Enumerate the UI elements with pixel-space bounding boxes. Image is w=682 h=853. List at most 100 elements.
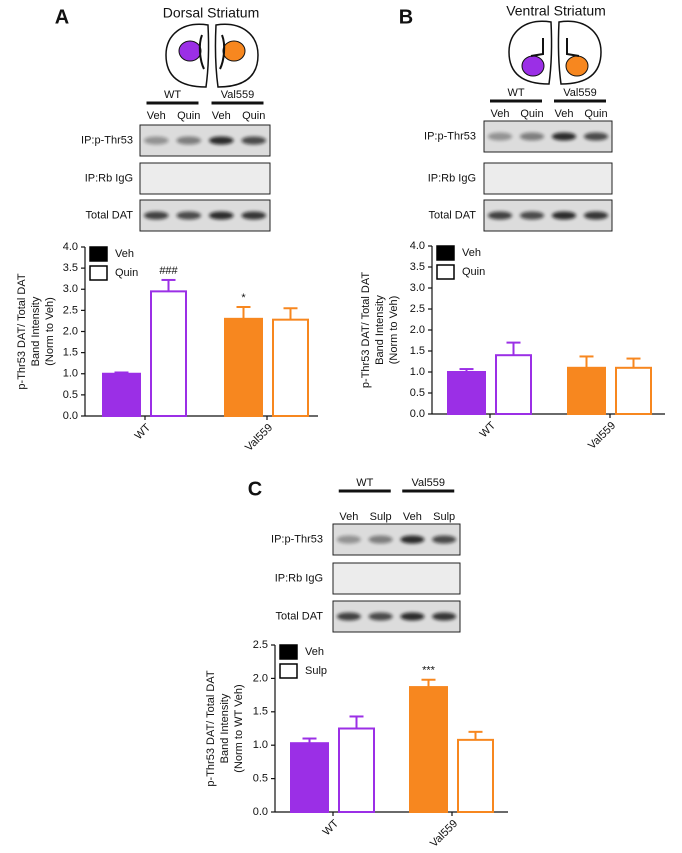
legend-label: Veh xyxy=(115,248,134,260)
blot-row-label: IP:Rb IgG xyxy=(428,172,476,184)
y-tick-label: 1.5 xyxy=(410,345,425,357)
significance-label: * xyxy=(241,292,246,304)
blot-row-label: IP:Rb IgG xyxy=(85,172,133,184)
band xyxy=(143,136,169,145)
blot-group-label: WT xyxy=(356,477,373,489)
y-tick-label: 1.0 xyxy=(63,368,78,380)
legend-label: Veh xyxy=(305,646,324,658)
band xyxy=(432,535,457,544)
blot-row-label: IP:Rb IgG xyxy=(275,572,323,584)
blot-group-label: WT xyxy=(507,87,524,99)
y-axis-label: Band Intensity xyxy=(30,296,42,366)
x-tick-label: Val559 xyxy=(586,420,618,452)
y-tick-label: 3.0 xyxy=(63,283,78,295)
y-tick-label: 4.0 xyxy=(63,241,78,253)
ventricle xyxy=(198,34,226,70)
bar xyxy=(447,371,486,415)
panel-label: C xyxy=(248,478,262,500)
x-tick-label: Val559 xyxy=(243,422,275,454)
band xyxy=(519,132,545,141)
band xyxy=(208,211,234,220)
lane-label: Veh xyxy=(212,110,231,122)
y-tick-label: 0.0 xyxy=(63,410,78,422)
legend-label: Quin xyxy=(115,267,138,279)
y-tick-label: 1.5 xyxy=(253,706,268,718)
y-tick-label: 2.0 xyxy=(63,325,78,337)
bar xyxy=(495,354,532,416)
blot-row-label: Total DAT xyxy=(276,610,324,622)
x-tick-label: WT xyxy=(478,419,499,440)
bar xyxy=(150,290,187,417)
blot-row-label: IP:p-Thr53 xyxy=(424,130,476,142)
y-axis-label: Band Intensity xyxy=(374,295,386,365)
y-tick-label: 1.0 xyxy=(410,366,425,378)
band xyxy=(583,132,609,141)
legend-label: Sulp xyxy=(305,665,327,677)
lane-label: Veh xyxy=(403,511,422,523)
y-tick-label: 2.0 xyxy=(410,324,425,336)
blot-row-label: IP:p-Thr53 xyxy=(81,134,133,146)
band xyxy=(551,211,577,220)
blot xyxy=(483,162,613,195)
bar xyxy=(290,742,329,813)
significance-label: ### xyxy=(159,265,178,277)
band xyxy=(336,612,361,621)
lane-label: Veh xyxy=(491,108,510,120)
y-axis-label: (Norm to Veh) xyxy=(44,297,56,365)
y-tick-label: 2.5 xyxy=(253,639,268,651)
y-axis-label: Band Intensity xyxy=(219,693,231,763)
y-tick-label: 2.5 xyxy=(410,303,425,315)
band xyxy=(176,211,202,220)
x-tick-label: Val559 xyxy=(428,818,460,850)
blot-row-label: Total DAT xyxy=(86,209,134,221)
bar xyxy=(272,318,309,418)
band xyxy=(519,211,545,220)
x-tick-label: WT xyxy=(321,817,342,838)
region xyxy=(565,55,589,77)
brain-schematic xyxy=(508,20,602,85)
y-tick-label: 1.0 xyxy=(253,739,268,751)
band xyxy=(143,211,169,220)
bar xyxy=(457,738,494,814)
y-tick-label: 0.5 xyxy=(63,389,78,401)
legend-label: Veh xyxy=(462,247,481,259)
band xyxy=(336,535,361,544)
y-tick-label: 0.0 xyxy=(253,806,268,818)
blot-group-label: Val559 xyxy=(563,87,596,99)
y-axis-label: (Norm to Veh) xyxy=(388,296,400,364)
brain-schematic xyxy=(165,23,259,88)
lane-label: Quin xyxy=(584,108,607,120)
bar xyxy=(409,686,448,813)
panel-label: B xyxy=(399,6,413,28)
y-tick-label: 1.5 xyxy=(63,347,78,359)
band xyxy=(487,132,513,141)
band xyxy=(400,535,425,544)
legend-swatch xyxy=(89,246,108,262)
band xyxy=(551,132,577,141)
legend-swatch xyxy=(436,245,455,261)
panel-title: Dorsal Striatum xyxy=(163,5,259,21)
bar xyxy=(567,366,606,415)
lane-label: Veh xyxy=(555,108,574,120)
ventricle xyxy=(530,38,580,57)
y-axis-label: p-Thr53 DAT/ Total DAT xyxy=(16,273,28,389)
lane-label: Quin xyxy=(242,110,265,122)
legend-swatch xyxy=(436,264,455,280)
lane-label: Sulp xyxy=(433,511,455,523)
region xyxy=(521,55,545,77)
y-tick-label: 2.5 xyxy=(63,304,78,316)
blot-row-label: Total DAT xyxy=(429,209,477,221)
y-axis-label: p-Thr53 DAT/ Total DAT xyxy=(205,670,217,786)
band xyxy=(368,612,393,621)
band xyxy=(432,612,457,621)
region xyxy=(222,40,246,62)
band xyxy=(400,612,425,621)
bar xyxy=(102,372,141,417)
panel-label: A xyxy=(55,6,69,28)
panel-title: Ventral Striatum xyxy=(506,3,606,19)
y-tick-label: 0.5 xyxy=(410,387,425,399)
legend-label: Quin xyxy=(462,266,485,278)
lane-label: Sulp xyxy=(370,511,392,523)
band xyxy=(583,211,609,220)
y-tick-label: 3.0 xyxy=(410,282,425,294)
